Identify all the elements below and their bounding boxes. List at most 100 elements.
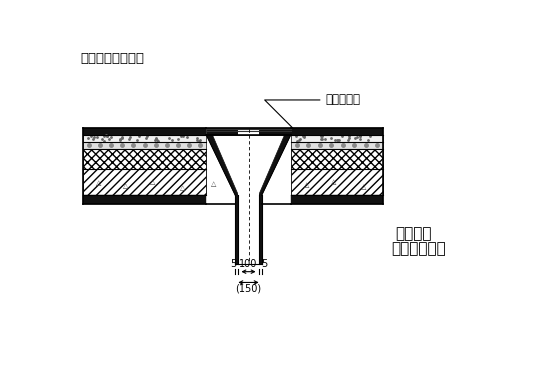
Text: 100: 100 <box>239 259 258 269</box>
Text: 一般落水口节点：: 一般落水口节点： <box>81 52 144 65</box>
Point <box>84 135 93 141</box>
Polygon shape <box>291 169 383 196</box>
Point <box>344 135 353 141</box>
Point <box>88 137 97 142</box>
Point <box>195 137 204 143</box>
Point <box>179 132 188 138</box>
Point <box>193 135 202 141</box>
Polygon shape <box>291 149 383 169</box>
Point <box>320 135 329 141</box>
Text: 防水层伸入: 防水层伸入 <box>265 93 361 128</box>
Point <box>125 134 134 140</box>
Text: △: △ <box>180 185 186 191</box>
Point <box>115 137 124 143</box>
Point <box>89 134 98 139</box>
Text: △: △ <box>123 183 128 189</box>
Text: (150): (150) <box>235 284 262 294</box>
Text: △: △ <box>211 181 217 187</box>
Point <box>300 133 309 139</box>
Point <box>135 133 144 139</box>
Text: △: △ <box>150 179 155 186</box>
Point <box>176 134 185 139</box>
Text: △: △ <box>96 180 101 186</box>
Point <box>152 135 161 141</box>
Polygon shape <box>83 149 206 169</box>
Point <box>364 137 373 142</box>
Point <box>334 137 343 142</box>
Point <box>292 134 301 139</box>
Point <box>318 134 326 139</box>
Point <box>332 137 341 143</box>
Point <box>343 137 352 143</box>
Point <box>153 137 162 143</box>
Polygon shape <box>291 142 383 149</box>
Point <box>87 134 96 139</box>
Point <box>151 137 160 143</box>
Point <box>98 136 107 142</box>
Polygon shape <box>83 196 206 204</box>
Point <box>143 133 152 139</box>
Text: 5: 5 <box>261 259 267 269</box>
Point <box>316 133 325 139</box>
Point <box>300 134 309 139</box>
Point <box>153 138 162 144</box>
Polygon shape <box>239 128 259 135</box>
Point <box>103 133 112 139</box>
Point <box>103 133 112 139</box>
Polygon shape <box>291 128 383 135</box>
Polygon shape <box>235 196 239 264</box>
Point <box>132 137 141 143</box>
Point <box>356 136 365 142</box>
Point <box>117 135 126 141</box>
Polygon shape <box>291 135 383 142</box>
Point <box>194 138 203 144</box>
Polygon shape <box>206 128 291 264</box>
Point <box>124 136 133 142</box>
Polygon shape <box>206 135 239 196</box>
Point <box>330 137 339 143</box>
Polygon shape <box>83 128 206 135</box>
Point <box>296 137 305 142</box>
Text: △: △ <box>304 182 309 188</box>
Point <box>101 132 110 138</box>
Text: 内排水水落口: 内排水水落口 <box>391 241 446 256</box>
Point <box>318 136 327 142</box>
Point <box>292 138 301 144</box>
Point <box>356 133 365 139</box>
Text: △: △ <box>330 179 336 186</box>
Point <box>100 138 109 144</box>
Point <box>333 137 342 142</box>
Polygon shape <box>259 135 291 196</box>
Point <box>183 134 192 140</box>
Point <box>295 137 304 143</box>
Point <box>116 136 125 142</box>
Point <box>355 134 364 139</box>
Polygon shape <box>259 196 262 264</box>
Polygon shape <box>83 142 206 149</box>
Point <box>117 134 126 140</box>
Polygon shape <box>239 128 259 264</box>
Point <box>105 136 114 142</box>
Point <box>298 133 307 139</box>
Polygon shape <box>83 169 206 196</box>
Text: 5: 5 <box>230 259 236 269</box>
Point <box>338 133 347 139</box>
Point <box>106 134 115 139</box>
Point <box>193 137 202 143</box>
Point <box>174 136 183 142</box>
Text: 一般屋面: 一般屋面 <box>395 226 431 241</box>
Polygon shape <box>206 128 291 135</box>
Point <box>326 135 335 141</box>
Point <box>165 135 174 141</box>
Point <box>316 135 325 141</box>
Point <box>167 137 176 143</box>
Point <box>351 135 360 141</box>
Point <box>344 133 353 139</box>
Polygon shape <box>83 135 206 142</box>
Point <box>152 136 161 142</box>
Point <box>93 134 102 140</box>
Point <box>366 134 375 139</box>
Polygon shape <box>291 196 383 204</box>
Point <box>142 135 151 141</box>
Text: △: △ <box>361 184 367 190</box>
